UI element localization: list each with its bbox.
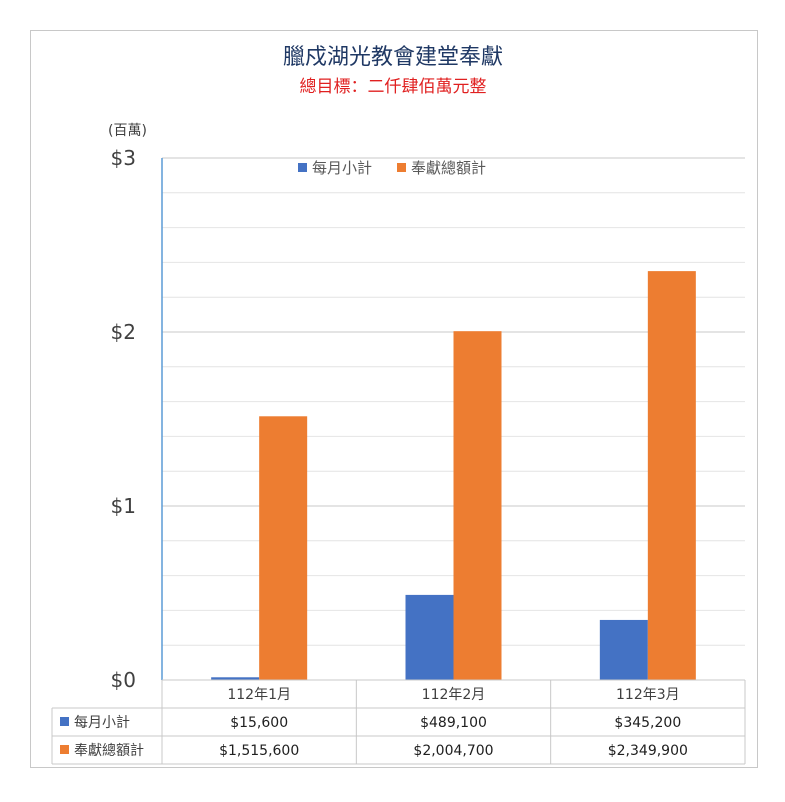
x-tick-label: 112年1月 — [227, 687, 291, 703]
legend-swatch — [298, 163, 307, 172]
table-series-label: 奉獻總額計 — [74, 742, 144, 759]
bar-cumulative — [259, 416, 308, 680]
legend-label: 每月小計 — [312, 159, 372, 177]
chart-title: 臘戍湖光教會建堂奉獻 — [283, 45, 503, 70]
table-legend-key — [60, 717, 69, 726]
table-series-label: 每月小計 — [74, 715, 130, 731]
data-label: $489,100 — [420, 715, 487, 731]
chart-subtitle: 總目標：二仟肆佰萬元整 — [300, 77, 487, 97]
data-label: $345,200 — [614, 715, 681, 731]
legend-label: 奉獻總額計 — [411, 159, 486, 177]
y-tick-label: $1 — [111, 494, 136, 518]
y-tick-label: $2 — [111, 320, 136, 344]
y-axis-unit-label: (百萬) — [108, 123, 147, 139]
bar-cumulative — [647, 271, 696, 680]
data-label: $15,600 — [230, 715, 288, 731]
legend-swatch — [397, 163, 406, 172]
data-label: $2,349,900 — [608, 743, 688, 759]
data-label: $2,004,700 — [413, 743, 493, 759]
table-legend-key — [60, 745, 69, 754]
y-tick-label: $3 — [111, 146, 136, 170]
chart-frame — [30, 30, 758, 768]
bar-cumulative — [453, 331, 502, 680]
bar-monthly — [599, 619, 648, 680]
bar-monthly — [211, 677, 260, 680]
x-tick-label: 112年3月 — [616, 687, 680, 703]
x-tick-label: 112年2月 — [422, 687, 486, 703]
bar-monthly — [405, 594, 454, 680]
data-label: $1,515,600 — [219, 743, 299, 759]
y-tick-label: $0 — [111, 668, 136, 692]
